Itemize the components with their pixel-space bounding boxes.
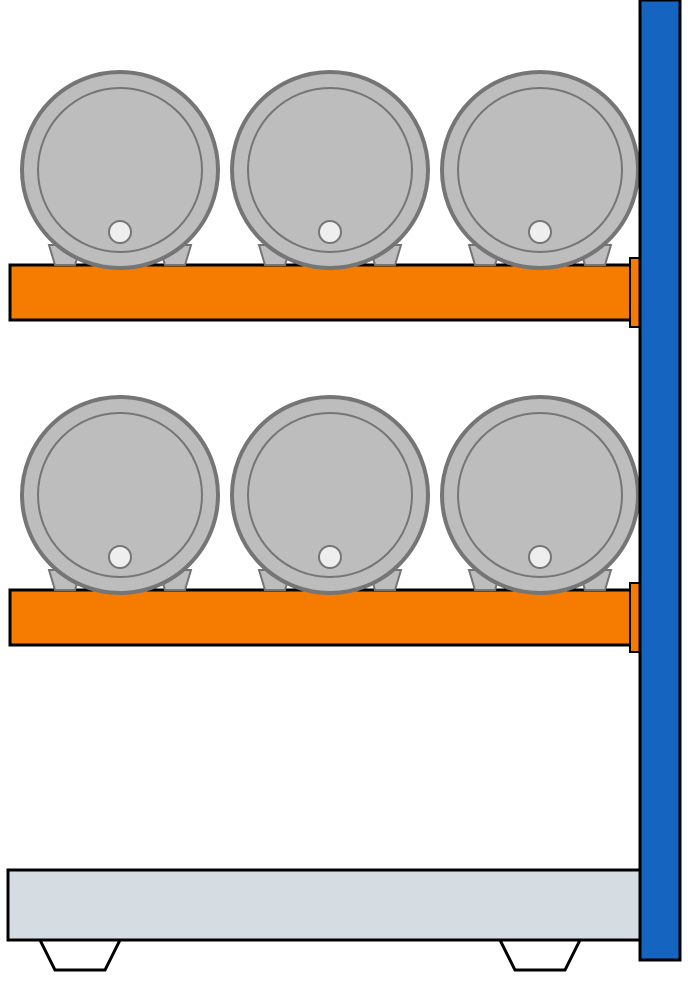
shelf-beam [10,590,640,645]
upright-post [640,0,680,960]
barrel-bung [319,221,341,243]
sump-foot [40,940,120,970]
barrel [442,397,638,593]
barrel-bung [319,546,341,568]
rack-diagram [0,0,688,1000]
barrel [232,72,428,268]
barrel [22,397,218,593]
barrel [232,397,428,593]
barrel [442,72,638,268]
sump-tray [8,870,640,940]
shelf-beam [10,265,640,320]
barrel-bung [109,221,131,243]
barrel-bung [529,546,551,568]
sump-foot [500,940,580,970]
barrel [22,72,218,268]
barrel-bung [529,221,551,243]
barrel-bung [109,546,131,568]
